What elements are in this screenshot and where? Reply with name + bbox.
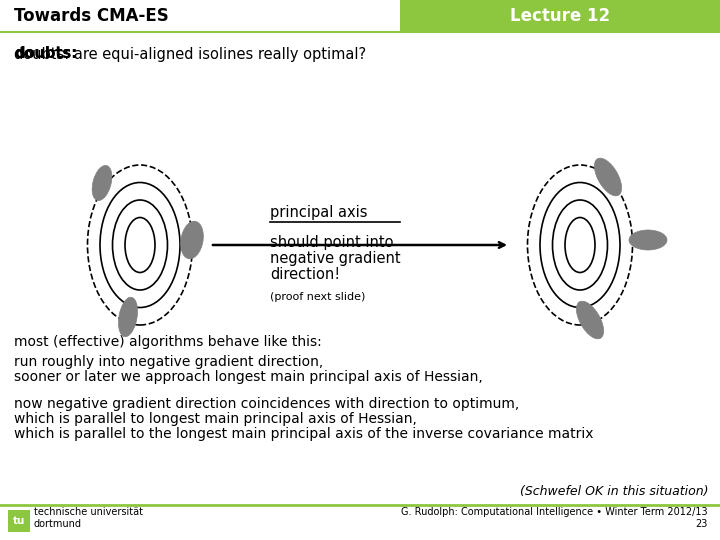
Text: Towards CMA-ES: Towards CMA-ES	[14, 7, 168, 25]
Ellipse shape	[595, 158, 621, 196]
Text: (proof next slide): (proof next slide)	[270, 292, 365, 302]
Text: which is parallel to longest main principal axis of Hessian,: which is parallel to longest main princi…	[14, 412, 417, 426]
Text: should point into: should point into	[270, 235, 394, 250]
Text: doubts:: doubts:	[14, 46, 77, 62]
Text: (Schwefel OK in this situation): (Schwefel OK in this situation)	[520, 485, 708, 498]
Ellipse shape	[181, 221, 203, 259]
Ellipse shape	[577, 301, 603, 339]
Text: Lecture 12: Lecture 12	[510, 7, 610, 25]
Text: principal axis: principal axis	[270, 205, 367, 220]
Text: direction!: direction!	[270, 267, 340, 282]
Text: which is parallel to the longest main principal axis of the inverse covariance m: which is parallel to the longest main pr…	[14, 427, 593, 441]
Text: sooner or later we approach longest main principal axis of Hessian,: sooner or later we approach longest main…	[14, 370, 482, 384]
Text: most (effective) algorithms behave like this:: most (effective) algorithms behave like …	[14, 335, 322, 349]
Ellipse shape	[119, 297, 138, 337]
Text: tu: tu	[13, 516, 25, 526]
Text: doubts: are equi-aligned isolines really optimal?: doubts: are equi-aligned isolines really…	[14, 46, 366, 62]
Text: technische universität: technische universität	[34, 507, 143, 517]
Ellipse shape	[629, 230, 667, 250]
Text: 23: 23	[696, 519, 708, 529]
Bar	[0, 0, 720, 32]
Text: dortmund: dortmund	[34, 519, 82, 529]
Bar	[8, 510, 30, 532]
Text: negative gradient: negative gradient	[270, 251, 400, 266]
Text: doubts:: doubts:	[14, 46, 77, 62]
Text: G. Rudolph: Computational Intelligence • Winter Term 2012/13: G. Rudolph: Computational Intelligence •…	[401, 507, 708, 517]
Text: now negative gradient direction coincidences with direction to optimum,: now negative gradient direction coincide…	[14, 397, 519, 411]
Bar	[400, 0, 720, 32]
Ellipse shape	[92, 165, 112, 200]
Text: run roughly into negative gradient direction,: run roughly into negative gradient direc…	[14, 355, 323, 369]
